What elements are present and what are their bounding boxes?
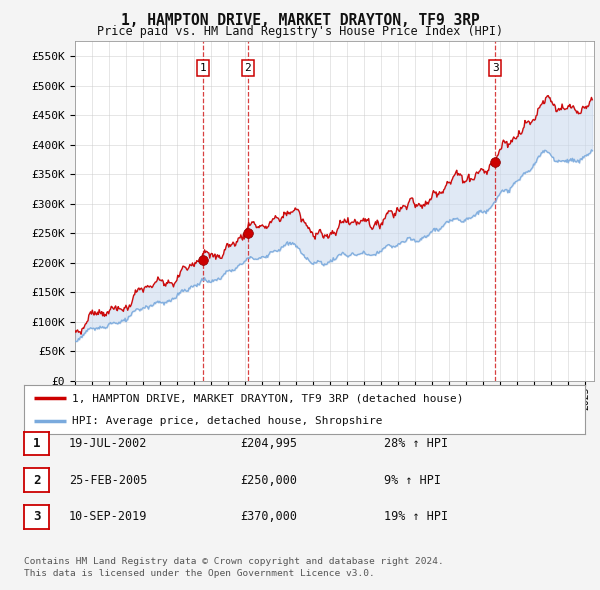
Text: Contains HM Land Registry data © Crown copyright and database right 2024.: Contains HM Land Registry data © Crown c…	[24, 557, 444, 566]
Text: £204,995: £204,995	[240, 437, 297, 450]
Text: HPI: Average price, detached house, Shropshire: HPI: Average price, detached house, Shro…	[71, 415, 382, 425]
Text: 1, HAMPTON DRIVE, MARKET DRAYTON, TF9 3RP: 1, HAMPTON DRIVE, MARKET DRAYTON, TF9 3R…	[121, 13, 479, 28]
Text: 19-JUL-2002: 19-JUL-2002	[69, 437, 148, 450]
Text: This data is licensed under the Open Government Licence v3.0.: This data is licensed under the Open Gov…	[24, 569, 375, 578]
Text: 1, HAMPTON DRIVE, MARKET DRAYTON, TF9 3RP (detached house): 1, HAMPTON DRIVE, MARKET DRAYTON, TF9 3R…	[71, 394, 463, 404]
Text: 2: 2	[244, 63, 251, 73]
Text: 9% ↑ HPI: 9% ↑ HPI	[384, 474, 441, 487]
Text: 28% ↑ HPI: 28% ↑ HPI	[384, 437, 448, 450]
Text: 2: 2	[33, 474, 40, 487]
Text: £370,000: £370,000	[240, 510, 297, 523]
Text: 1: 1	[200, 63, 206, 73]
Text: 10-SEP-2019: 10-SEP-2019	[69, 510, 148, 523]
Text: 25-FEB-2005: 25-FEB-2005	[69, 474, 148, 487]
Text: 1: 1	[33, 437, 40, 450]
Text: 19% ↑ HPI: 19% ↑ HPI	[384, 510, 448, 523]
Text: Price paid vs. HM Land Registry's House Price Index (HPI): Price paid vs. HM Land Registry's House …	[97, 25, 503, 38]
Text: 3: 3	[33, 510, 40, 523]
Text: 3: 3	[492, 63, 499, 73]
Text: £250,000: £250,000	[240, 474, 297, 487]
